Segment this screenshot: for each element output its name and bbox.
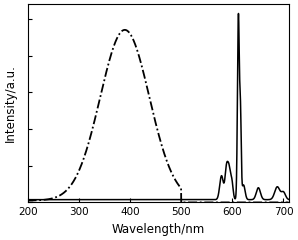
X-axis label: Wavelength/nm: Wavelength/nm	[111, 223, 205, 236]
Y-axis label: Intensity/a.u.: Intensity/a.u.	[4, 64, 17, 142]
